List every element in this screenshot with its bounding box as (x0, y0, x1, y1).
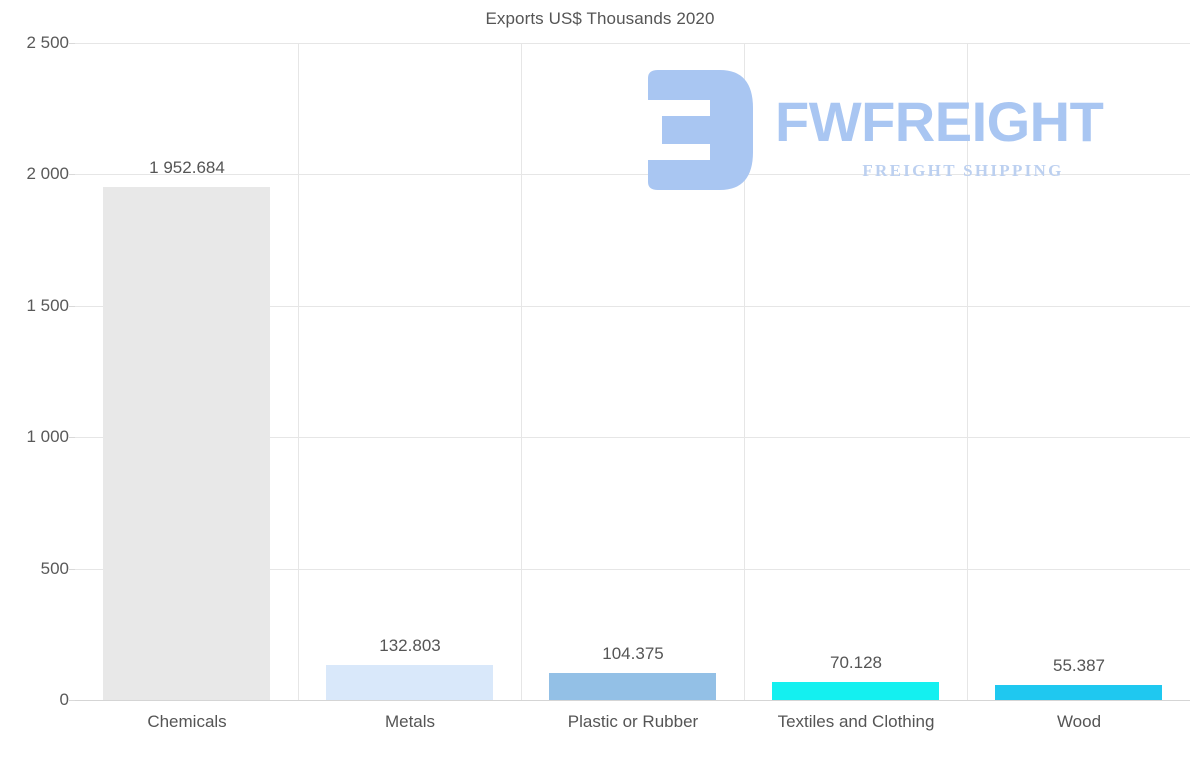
plot-area: 1 952.684 132.803 104.375 70.128 55.387 (69, 43, 1190, 701)
gridline-horizontal (69, 437, 1190, 439)
x-axis-label: Plastic or Rubber (567, 712, 699, 731)
y-axis-label: 1 500 (26, 295, 69, 315)
y-axis-label: 2 500 (26, 33, 69, 52)
gridline-vertical (298, 43, 299, 700)
bar-textiles-and-clothing[interactable] (772, 682, 939, 700)
x-axis-label: Metals (384, 712, 436, 731)
y-axis: 0 500 1 000 1 500 2 000 2 500 (0, 33, 69, 709)
y-axis-label: 1 000 (26, 427, 69, 447)
gridline-horizontal (69, 700, 1190, 701)
y-axis-label: 500 (40, 558, 69, 578)
x-axis-label: Textiles and Clothing (777, 712, 935, 731)
gridline-horizontal (69, 568, 1190, 570)
y-axis-tick (69, 568, 75, 570)
bar-value-label: 132.803 (379, 636, 441, 655)
y-axis-label: 2 000 (26, 164, 69, 184)
bar-wood[interactable] (995, 685, 1162, 700)
bar-plastic-or-rubber[interactable] (549, 673, 716, 700)
x-axis-label: Chemicals (147, 712, 227, 731)
y-axis-label: 0 (59, 690, 69, 709)
bar-metals[interactable] (326, 665, 493, 700)
y-axis-tick (69, 700, 75, 701)
gridline-vertical (744, 43, 745, 700)
chart-title: Exports US$ Thousands 2020 (485, 9, 715, 28)
gridline-horizontal (69, 174, 1190, 176)
bar-value-label: 104.375 (602, 644, 664, 663)
y-axis-tick (69, 43, 75, 44)
gridline-vertical (521, 43, 522, 700)
gridline-vertical (967, 43, 968, 700)
bar-value-label: 1 952.684 (149, 158, 225, 177)
gridline-horizontal (69, 305, 1190, 307)
bar-value-label: 55.387 (1053, 656, 1105, 675)
y-axis-tick (69, 174, 75, 176)
bar-chemicals[interactable] (103, 187, 270, 700)
bar-value-label: 70.128 (830, 653, 882, 672)
x-axis-label: Wood (1056, 712, 1102, 731)
y-axis-tick (69, 437, 75, 439)
y-axis-tick (69, 305, 75, 307)
gridline-horizontal (69, 43, 1190, 44)
